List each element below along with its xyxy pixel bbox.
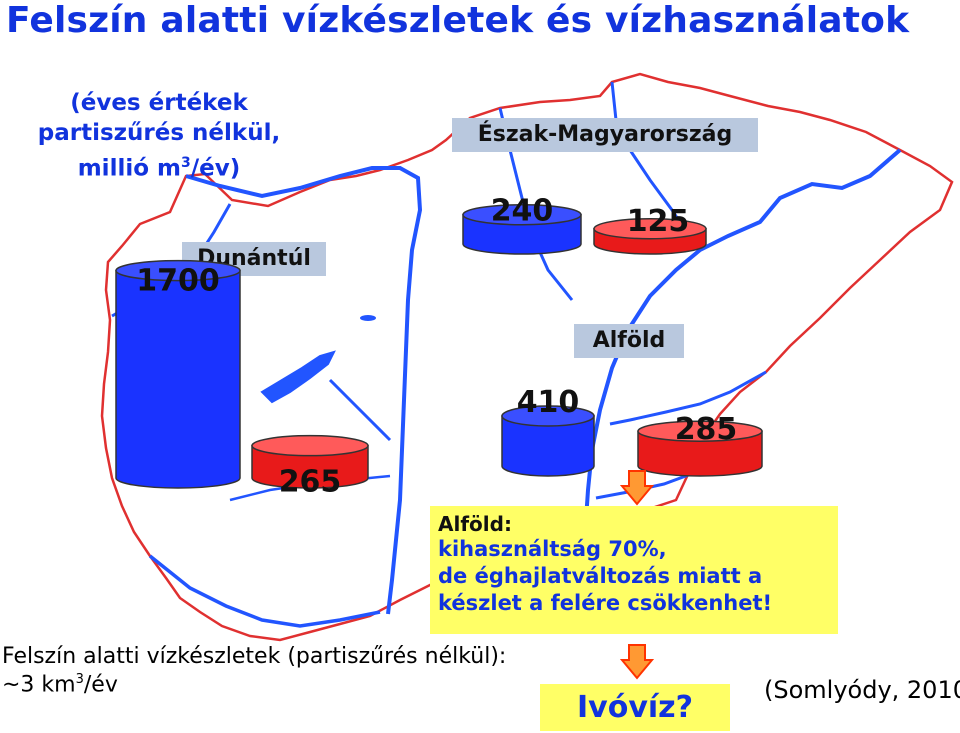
use-cylinder-0: 265	[251, 434, 369, 500]
use-cylinder-2: 285	[637, 412, 763, 477]
resource-cylinder-1: 240	[462, 194, 582, 255]
down-arrow-icon	[620, 644, 654, 680]
lake-velence	[360, 315, 376, 321]
lake-balaton	[260, 350, 336, 404]
river-sajo	[610, 81, 692, 239]
down-arrow-icon	[620, 470, 654, 506]
total-resources-value: ~3 km3/év	[2, 672, 118, 698]
alfold-callout-line3: készlet a felére csökkenhet!	[438, 591, 773, 615]
use-cylinder-1: 125	[593, 204, 707, 255]
alfold-callout-heading: Alföld:	[438, 512, 512, 536]
resource-cylinder-2: 410	[501, 385, 595, 477]
subtitle: (éves értékek partiszűrés nélkül, millió…	[0, 88, 318, 184]
alfold-callout-line1: kihasználtság 70%,	[438, 537, 667, 561]
resource-cylinder-0: 1700	[115, 259, 241, 489]
page-title: Felszín alatti vízkészletek és vízhaszná…	[6, 0, 910, 41]
region-label-alfold: Alföld	[574, 324, 684, 358]
resource-value-2: 410	[517, 385, 580, 420]
river-drava	[148, 554, 381, 628]
use-value-1: 125	[627, 204, 690, 239]
river-sio	[328, 378, 392, 442]
drinking-water-box: Ivóvíz?	[540, 684, 730, 731]
resource-value-1: 240	[491, 194, 554, 229]
alfold-callout-line2: de éghajlatváltozás miatt a	[438, 564, 763, 588]
country-border	[100, 72, 954, 642]
citation: (Somlyódy, 2010)	[764, 676, 960, 704]
subtitle-line2: millió m3/év)	[77, 155, 241, 182]
region-label-eszak-magyarorszag: Észak-Magyarország	[452, 118, 758, 152]
use-value-0: 265	[279, 465, 342, 500]
total-resources-note: Felszín alatti vízkészletek (partiszűrés…	[2, 644, 507, 669]
subtitle-line1: (éves értékek partiszűrés nélkül,	[37, 90, 281, 146]
drinking-water-label: Ivóvíz?	[576, 690, 694, 725]
river-danube	[185, 166, 423, 615]
resource-value-0: 1700	[136, 264, 220, 299]
alfold-callout: Alföld: kihasználtság 70%, de éghajlatvá…	[430, 506, 838, 634]
river-koros	[609, 370, 767, 426]
use-value-2: 285	[675, 412, 738, 447]
